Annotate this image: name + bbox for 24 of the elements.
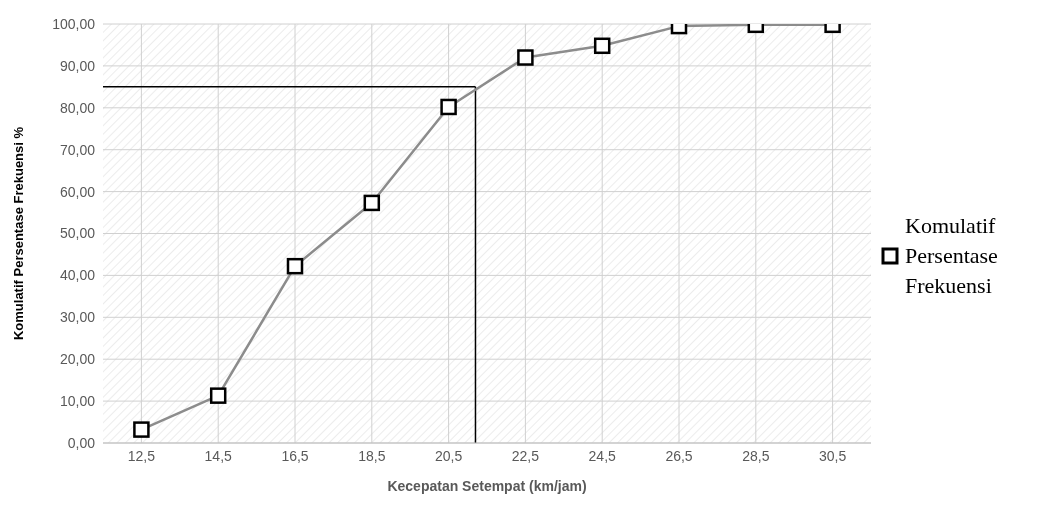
x-tick-label: 14,5 [204,447,233,464]
y-tick-label: 30,00 [59,309,96,326]
y-tick-label: 10,00 [59,393,96,410]
x-tick-label: 12,5 [127,447,156,464]
y-tick-label: 80,00 [59,99,96,116]
y-axis-title: Komulatif Persentase Frekuensi % [10,126,26,341]
y-tick-label: 90,00 [59,57,96,74]
y-tick-label: 40,00 [59,267,96,284]
x-tick-label: 30,5 [818,447,847,464]
y-tick-label: 0,00 [67,434,96,451]
x-tick-label: 24,5 [588,447,617,464]
x-tick-label: 20,5 [434,447,463,464]
y-tick-label: 70,00 [59,141,96,158]
y-tick-label: 50,00 [59,225,96,242]
x-tick-label: 18,5 [358,447,386,464]
y-tick-label: 20,00 [59,351,96,368]
x-axis-title: Kecepatan Setempat (km/jam) [387,478,587,494]
legend-label: Komulatif Persentase Frekuensi [905,211,999,300]
x-tick-label: 26,5 [665,447,693,464]
x-tick-label: 16,5 [281,447,309,464]
y-tick-label: 60,00 [59,183,96,200]
x-tick-label: 22,5 [511,447,540,464]
x-tick-label: 28,5 [742,447,770,464]
y-tick-label: 100,00 [52,15,96,32]
